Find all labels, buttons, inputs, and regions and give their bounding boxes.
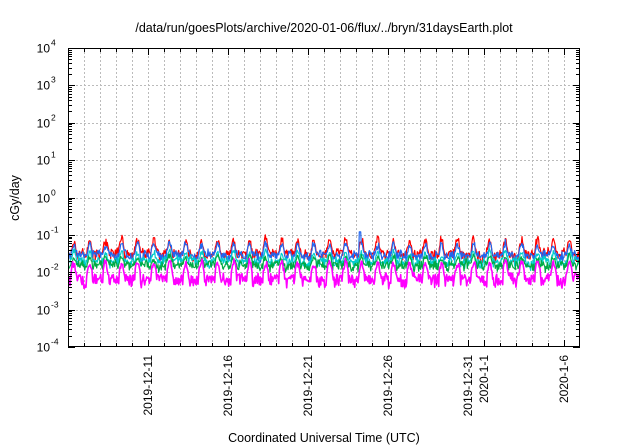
x-axis-label: Coordinated Universal Time (UTC) [228,431,420,445]
x-tick-label: 2019-12-21 [301,355,315,417]
y-tick-label: 10 [37,154,51,168]
y-tick-label: 10 [37,192,51,206]
x-tick-label: 2019-12-16 [221,355,235,417]
y-tick-label: 10 [37,266,51,280]
y-tick-exponent: -4 [51,337,59,347]
y-tick-exponent: 3 [51,75,56,85]
x-axis: 2019-12-11 2019-12-16 2019-12-21 2019-12-26… [84,48,571,417]
y-tick-label: 10 [37,304,51,318]
x-tick-label: 2019-12-31 [461,355,475,417]
x-tick-label: 2019-12-11 [141,355,155,416]
chart-title: /data/run/goesPlots/archive/2020-01-06/f… [135,21,513,35]
y-tick-label: 10 [37,79,51,93]
series-line-4 [68,252,580,274]
x-tick-label: 2020-1-6 [557,355,571,403]
x-tick-label: 2019-12-26 [381,355,395,417]
y-tick-label: 10 [37,117,51,131]
y-tick-exponent: 0 [51,188,56,198]
y-tick-exponent: 1 [51,150,56,160]
y-tick-label: 10 [37,42,51,56]
y-tick-exponent: -3 [51,300,59,310]
y-axis-label: cGy/day [8,174,22,221]
y-tick-exponent: 4 [51,38,56,48]
y-tick-exponent: -2 [51,262,59,272]
series-line-3 [69,248,580,272]
series-line-5 [68,257,581,290]
y-tick-exponent: -1 [51,225,59,235]
y-tick-label: 10 [37,341,51,355]
series-line-2 [68,231,580,264]
y-tick-label: 10 [37,229,51,243]
data-series [68,231,581,290]
grid-lines [68,48,580,347]
x-tick-label: 2020-1-1 [477,355,491,403]
y-tick-exponent: 2 [51,113,56,123]
